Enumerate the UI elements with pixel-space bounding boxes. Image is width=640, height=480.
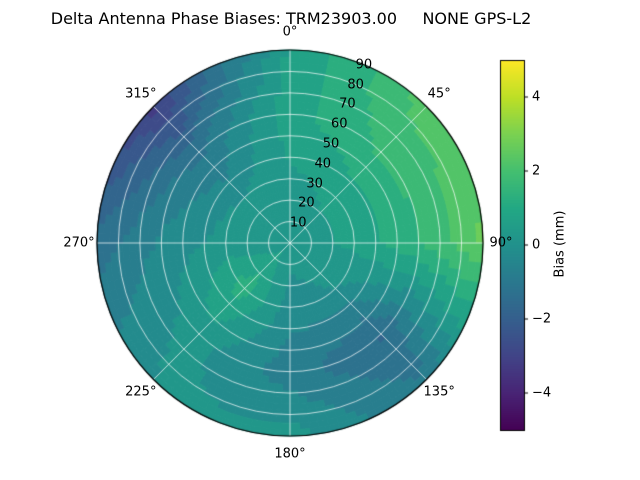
radial-label: 40 <box>314 156 332 172</box>
theta-label: 315° <box>125 86 157 102</box>
radial-label: 80 <box>347 77 364 92</box>
radial-label: 50 <box>322 136 340 152</box>
theta-label: 90° <box>489 235 513 251</box>
colorbar-tick-label: 2 <box>532 163 541 179</box>
theta-label: 0° <box>282 24 298 40</box>
theta-label: 135° <box>423 384 455 400</box>
radial-label: 70 <box>339 96 356 112</box>
radial-label: 30 <box>306 176 323 192</box>
theta-label: 270° <box>63 235 95 251</box>
colorbar-tick-label: −4 <box>532 385 552 401</box>
radial-label: 20 <box>298 195 315 211</box>
theta-label: 225° <box>125 384 157 400</box>
radial-label: 10 <box>289 215 307 231</box>
radial-label: 60 <box>330 116 348 132</box>
theta-label: 180° <box>274 446 306 462</box>
chart-title: Delta Antenna Phase Biases: TRM23903.00 … <box>50 9 532 28</box>
colorbar-label: Bias (mm) <box>552 210 568 278</box>
colorbar-tick-label: −2 <box>532 311 552 327</box>
colorbar-tick-label: 0 <box>532 237 541 253</box>
theta-label: 45° <box>427 86 451 102</box>
radial-label: 90 <box>355 57 373 73</box>
colorbar-tick-label: 4 <box>532 89 541 105</box>
